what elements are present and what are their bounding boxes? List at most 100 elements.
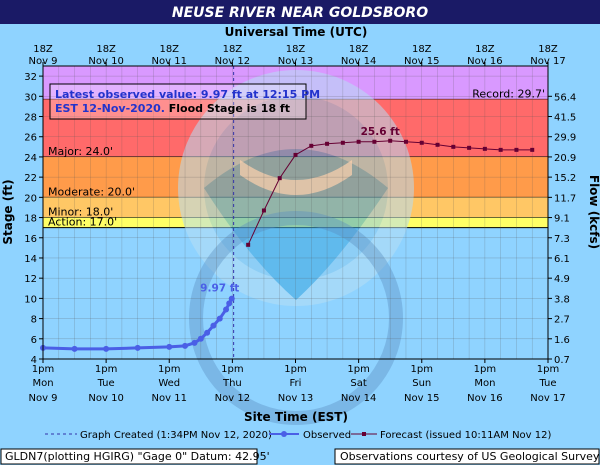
- legend-forecast-marker: [362, 432, 366, 436]
- legend-observed-label: Observed: [303, 430, 351, 441]
- flow-tick-label: 29.9: [554, 133, 576, 144]
- flow-tick-label: 6.1: [554, 254, 570, 265]
- forecast-point: [436, 143, 440, 147]
- bottom-tick-time: 1pm: [221, 364, 243, 375]
- bottom-tick-day: Sun: [412, 378, 431, 389]
- stage-tick-label: 20: [24, 193, 37, 204]
- top-tick-hour: 18Z: [33, 44, 53, 55]
- band-label-major: Major: 24.0': [48, 145, 113, 158]
- flow-tick-label: 7.3: [554, 234, 570, 245]
- bottom-tick-day: Mon: [474, 378, 495, 389]
- bottom-tick-day: Tue: [538, 378, 556, 389]
- flow-tick-label: 56.4: [554, 92, 576, 103]
- bottom-tick-day: Fri: [290, 378, 302, 389]
- forecast-point: [357, 140, 361, 144]
- footer-attribution-text: Observations courtesy of US Geological S…: [340, 450, 600, 463]
- flow-tick-label: 15.2: [554, 173, 576, 184]
- observed-point: [223, 306, 229, 312]
- forecast-crest-label: 25.6 ft: [361, 126, 400, 138]
- observed-point: [204, 330, 210, 336]
- forecast-point: [451, 145, 455, 149]
- observed-point: [166, 344, 172, 350]
- top-tick-date: Nov 10: [88, 56, 123, 67]
- observed-point: [217, 316, 223, 322]
- stage-tick-label: 30: [24, 92, 37, 103]
- top-tick-hour: 18Z: [223, 44, 243, 55]
- top-tick-date: Nov 9: [28, 56, 57, 67]
- bottom-tick-time: 1pm: [411, 364, 433, 375]
- top-tick-date: Nov 16: [467, 56, 502, 67]
- top-tick-date: Nov 15: [404, 56, 439, 67]
- bottom-tick-day: Wed: [158, 378, 180, 389]
- bottom-tick-date: Nov 17: [530, 393, 565, 404]
- flow-tick-label: 1.6: [554, 335, 570, 346]
- stage-tick-label: 10: [24, 294, 37, 305]
- top-tick-hour: 18Z: [349, 44, 369, 55]
- bottom-tick-time: 1pm: [537, 364, 559, 375]
- stage-tick-label: 14: [24, 254, 37, 265]
- observed-point: [135, 345, 141, 351]
- forecast-point: [514, 148, 518, 152]
- observed-point: [72, 346, 78, 352]
- top-axis-title: Universal Time (UTC): [225, 25, 368, 39]
- forecast-point: [341, 141, 345, 145]
- stage-tick-label: 6: [31, 335, 37, 346]
- stage-tick-label: 12: [24, 274, 37, 285]
- stage-tick-label: 8: [31, 315, 37, 326]
- bottom-tick-date: Nov 10: [88, 393, 123, 404]
- stage-tick-label: 26: [24, 133, 37, 144]
- top-tick-date: Nov 13: [278, 56, 313, 67]
- forecast-point: [294, 153, 298, 157]
- info-box: Latest observed value: 9.97 ft at 12:15 …: [50, 84, 320, 119]
- bottom-tick-day: Sat: [350, 378, 366, 389]
- stage-tick-label: 32: [24, 72, 37, 83]
- forecast-point: [262, 208, 266, 212]
- info-box-flood-stage: Flood Stage is 18 ft: [165, 102, 290, 115]
- observed-point: [192, 340, 198, 346]
- bottom-tick-date: Nov 12: [215, 393, 250, 404]
- forecast-point: [483, 147, 487, 151]
- legend-observed-marker: [281, 431, 287, 437]
- stage-tick-label: 16: [24, 234, 37, 245]
- stage-tick-label: 22: [24, 173, 37, 184]
- bottom-tick-day: Mon: [32, 378, 53, 389]
- top-tick-hour: 18Z: [538, 44, 558, 55]
- band-label-record: Record: 29.7': [472, 87, 545, 100]
- flow-tick-label: 4.9: [554, 274, 570, 285]
- observed-point: [182, 343, 188, 349]
- stage-tick-label: 28: [24, 113, 37, 124]
- info-box-line2: EST 12-Nov-2020. Flood Stage is 18 ft: [55, 102, 290, 115]
- forecast-point: [420, 141, 424, 145]
- flow-tick-label: 11.7: [554, 193, 576, 204]
- observed-point: [210, 323, 216, 329]
- forecast-point: [388, 139, 392, 143]
- footer-datum-text: GLDN7(plotting HGIRG) "Gage 0" Datum: 42…: [5, 450, 270, 463]
- bottom-tick-day: Tue: [97, 378, 115, 389]
- flow-tick-label: 2.7: [554, 315, 570, 326]
- forecast-point: [530, 148, 534, 152]
- top-tick-date: Nov 12: [215, 56, 250, 67]
- observed-point: [198, 336, 204, 342]
- observed-point: [229, 296, 235, 302]
- forecast-point: [246, 243, 250, 247]
- bottom-tick-date: Nov 15: [404, 393, 439, 404]
- forecast-point: [309, 144, 313, 148]
- bottom-axis-ticks: 1pm Mon Nov 9 1pm Tue Nov 10 1pm Wed Nov 11 1pm Th…: [28, 359, 565, 404]
- bottom-tick-time: 1pm: [95, 364, 117, 375]
- info-box-date: EST 12-Nov-2020.: [55, 102, 165, 115]
- stage-tick-label: 24: [24, 153, 37, 164]
- bottom-tick-date: Nov 16: [467, 393, 502, 404]
- bottom-tick-date: Nov 13: [278, 393, 313, 404]
- forecast-point: [467, 146, 471, 150]
- top-tick-date: Nov 17: [530, 56, 565, 67]
- bottom-tick-time: 1pm: [32, 364, 54, 375]
- bottom-tick-date: Nov 11: [152, 393, 187, 404]
- bottom-tick-time: 1pm: [158, 364, 180, 375]
- top-axis-ticks: 18ZNov 918ZNov 1018ZNov 1118ZNov 1218ZNo…: [28, 44, 565, 67]
- flow-tick-label: 20.9: [554, 153, 576, 164]
- flow-tick-label: 41.5: [554, 113, 576, 124]
- forecast-point: [404, 140, 408, 144]
- bottom-tick-date: Nov 14: [341, 393, 376, 404]
- top-tick-hour: 18Z: [159, 44, 179, 55]
